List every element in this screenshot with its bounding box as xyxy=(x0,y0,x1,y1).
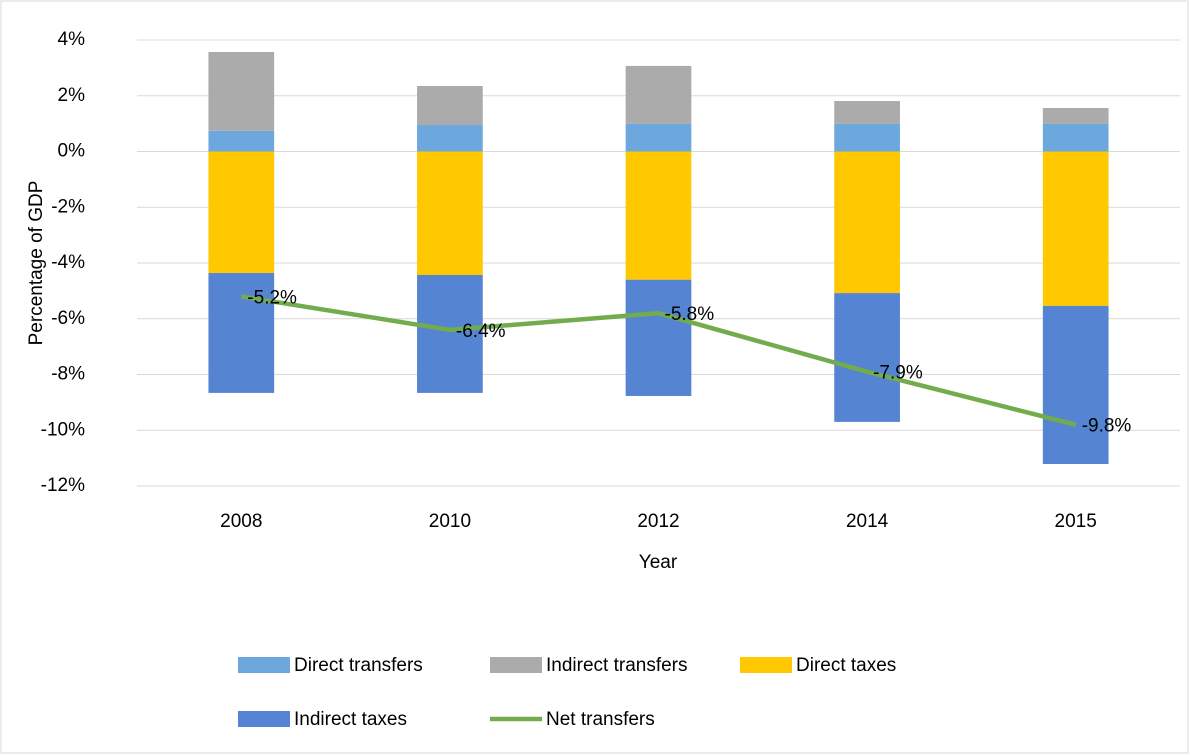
y-tick-label: -10% xyxy=(41,419,85,440)
bar-segment xyxy=(1042,123,1109,152)
legend-label: Net transfers xyxy=(546,709,655,730)
line xyxy=(240,294,1077,427)
bar-segment xyxy=(834,293,900,422)
data-label: -5.8% xyxy=(665,304,715,325)
legend-label: Indirect taxes xyxy=(294,709,407,730)
legend-swatch xyxy=(740,657,792,673)
bar-segment xyxy=(625,65,692,124)
x-tick-label: 2015 xyxy=(1055,511,1097,532)
bar-segment xyxy=(625,151,692,280)
y-axis-title: Percentage of GDP xyxy=(26,181,47,346)
data-label: -9.8% xyxy=(1082,416,1132,437)
bar-segment xyxy=(417,85,483,126)
bar-segment xyxy=(834,123,900,152)
bar-segment xyxy=(417,125,483,152)
legend-label: Direct transfers xyxy=(294,655,423,676)
y-tick-label: -8% xyxy=(51,364,85,385)
bar-segment xyxy=(834,101,900,124)
x-axis-title: Year xyxy=(639,552,678,573)
data-label: -6.4% xyxy=(456,321,506,342)
bar-segment xyxy=(208,151,275,274)
bar-segment xyxy=(208,130,275,152)
bar-segment xyxy=(417,151,483,275)
y-tick-label: -12% xyxy=(41,475,85,496)
bar-segment xyxy=(417,274,483,393)
x-tick-label: 2014 xyxy=(846,511,889,532)
legend-swatch xyxy=(490,657,542,673)
legend-swatch xyxy=(238,657,290,673)
legend-swatch xyxy=(238,711,290,727)
y-tick-label: 0% xyxy=(58,141,86,162)
y-tick-label: 4% xyxy=(58,29,86,50)
bar-segment xyxy=(625,123,692,152)
bar-segment xyxy=(208,51,275,131)
data-label: -7.9% xyxy=(873,363,923,384)
bar-segment xyxy=(625,279,692,396)
x-tick-label: 2008 xyxy=(220,511,262,532)
bar-segment xyxy=(208,273,275,393)
bar-segment xyxy=(1042,108,1109,124)
bar-segment xyxy=(1042,151,1109,306)
data-label: -5.2% xyxy=(247,287,297,308)
legend-label: Direct taxes xyxy=(796,655,896,676)
x-tick-label: 2010 xyxy=(429,511,471,532)
y-tick-label: -4% xyxy=(51,252,85,273)
y-tick-label: 2% xyxy=(58,85,86,106)
bar-segment xyxy=(834,151,900,294)
legend-label: Indirect transfers xyxy=(546,655,688,676)
y-tick-label: -2% xyxy=(51,196,85,217)
y-tick-label: -6% xyxy=(51,308,85,329)
x-tick-label: 2012 xyxy=(637,511,679,532)
bar-segment xyxy=(1042,305,1109,464)
